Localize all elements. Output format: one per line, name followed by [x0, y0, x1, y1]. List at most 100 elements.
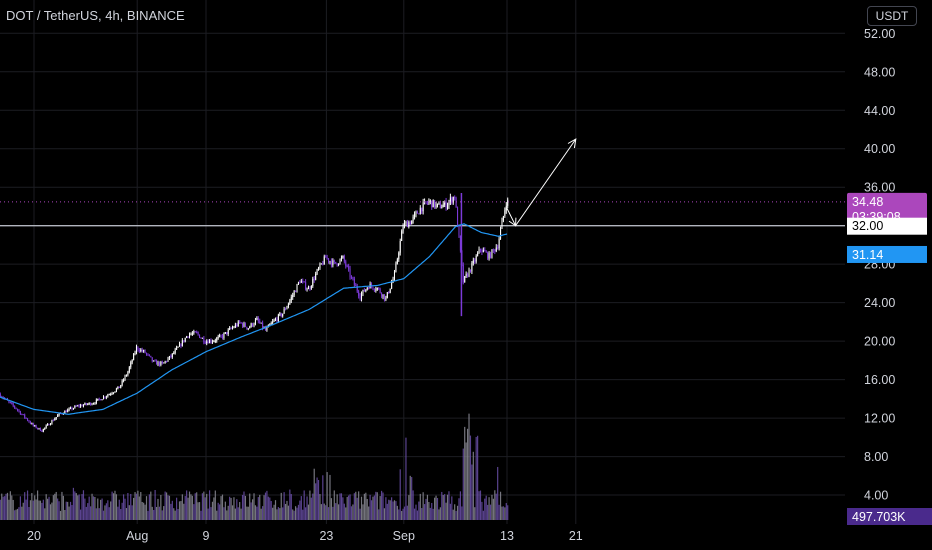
volume-bar — [247, 506, 249, 520]
volume-bar — [221, 494, 224, 520]
candle-body — [252, 323, 254, 326]
candle-body — [266, 327, 268, 331]
candle-body — [39, 428, 41, 431]
volume-bar — [244, 495, 247, 520]
candle-body — [393, 272, 395, 279]
symbol-title[interactable]: DOT / TetherUS, 4h, BINANCE — [6, 8, 185, 23]
volume-bar — [105, 503, 107, 520]
candle-body — [326, 257, 328, 259]
candle-body — [25, 417, 27, 419]
volume-bar — [107, 500, 109, 520]
candle-body — [471, 263, 473, 272]
candle-body — [372, 286, 374, 290]
price-axis[interactable] — [847, 0, 932, 550]
volume-bar — [211, 501, 214, 520]
candle-body — [458, 226, 460, 236]
price-tick-label: 20.00 — [864, 335, 895, 349]
volume-bar — [223, 507, 225, 520]
candle-body — [141, 349, 143, 352]
candle-body — [18, 410, 20, 412]
volume-bar — [115, 494, 118, 520]
volume-bar — [310, 497, 312, 520]
candle-body — [415, 211, 417, 214]
candle-body — [243, 323, 245, 327]
candle-body — [451, 197, 453, 203]
candle-body — [487, 252, 489, 259]
candle-body — [134, 352, 136, 354]
volume-tag: 497.703K — [847, 508, 932, 525]
candle-body — [389, 288, 391, 293]
candle-body — [408, 222, 410, 228]
volume-bar — [504, 507, 506, 520]
candle-body — [362, 289, 364, 294]
volume-bar — [120, 509, 122, 520]
volume-bar — [266, 490, 268, 520]
candle-body — [41, 430, 43, 432]
candle-body — [80, 405, 82, 407]
volume-bar — [98, 508, 100, 520]
volume-bar — [362, 504, 364, 520]
volume-bar — [140, 491, 142, 520]
candle-body — [426, 202, 428, 204]
candle-body — [315, 273, 317, 280]
volume-bar — [426, 494, 429, 520]
candle-body — [229, 328, 231, 330]
candle-body — [452, 196, 454, 203]
candle-body — [349, 268, 351, 277]
candle-body — [224, 332, 226, 334]
volume-bar — [144, 504, 146, 520]
volume-bar — [498, 504, 500, 520]
volume-bar — [391, 497, 393, 520]
volume-bar — [128, 505, 130, 520]
candle-body — [114, 391, 116, 393]
candle-body — [131, 360, 133, 363]
volume-bar — [284, 503, 287, 520]
candle-body — [200, 337, 202, 339]
volume-bar — [6, 492, 9, 520]
projection-arrow[interactable] — [506, 138, 577, 227]
candle-body — [375, 289, 377, 291]
candle-body — [75, 405, 77, 407]
volume-bar — [505, 503, 507, 520]
candle-body — [335, 261, 337, 264]
candle-body — [491, 249, 493, 258]
candle-body — [418, 213, 420, 215]
candle-body — [276, 318, 278, 321]
candle-body — [256, 318, 258, 320]
candle-body — [350, 276, 352, 278]
candle-body — [227, 329, 229, 335]
volume-bar — [289, 489, 291, 520]
volume-bar — [239, 502, 241, 520]
candle-body — [498, 238, 500, 249]
candle-body — [125, 375, 127, 377]
volume-bar — [413, 508, 416, 520]
candle-body — [128, 367, 130, 372]
candle-body — [19, 411, 21, 415]
time-tick-label: 23 — [319, 529, 333, 543]
volume-bar — [412, 490, 414, 520]
candle-body — [207, 341, 209, 344]
volume-bar — [446, 494, 449, 520]
candle-body — [343, 255, 345, 262]
volume-bar — [396, 505, 398, 520]
volume-bar — [456, 505, 459, 520]
volume-bar — [64, 509, 66, 520]
volume-bar — [11, 495, 13, 520]
currency-button[interactable]: USDT — [867, 6, 917, 26]
candle-body — [500, 228, 502, 239]
candle-body — [98, 398, 100, 400]
volume-bar — [198, 502, 201, 520]
candle-body — [436, 203, 438, 205]
volume-bar — [44, 508, 46, 520]
candle-body — [100, 399, 102, 401]
volume-bar — [464, 426, 466, 520]
candle-body — [257, 318, 259, 322]
candle-body — [488, 253, 490, 259]
volume-bar — [237, 507, 239, 520]
volume-bar — [19, 496, 21, 520]
volume-bar — [445, 502, 447, 520]
volume-bar — [336, 494, 338, 520]
price-tick-label: 4.00 — [864, 489, 888, 503]
candle-body — [338, 263, 340, 266]
